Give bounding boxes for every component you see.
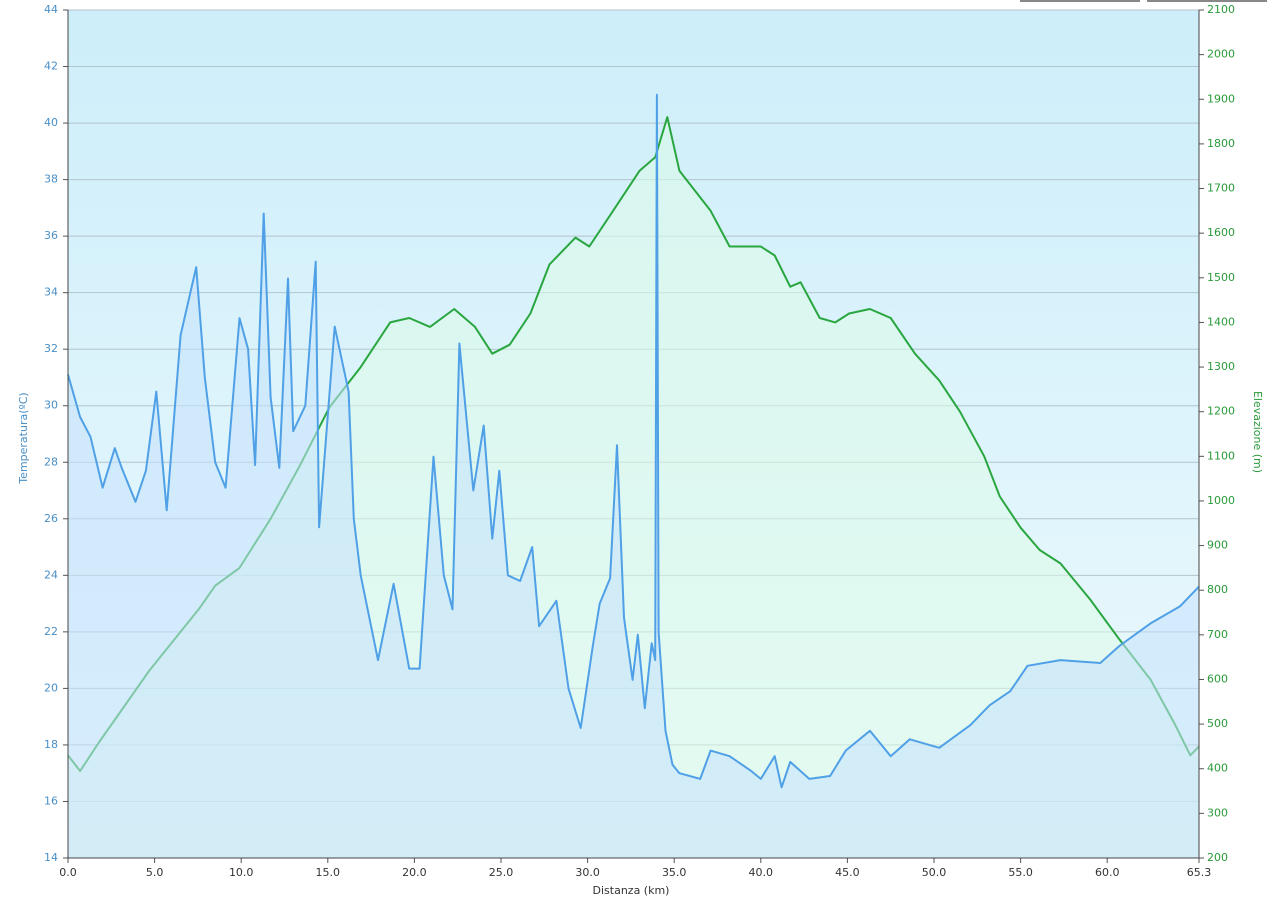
x-tick-label: 15.0 — [316, 866, 341, 879]
y-tick-label: 16 — [44, 794, 58, 807]
y-tick-label: 34 — [44, 286, 58, 299]
x-tick-label: 60.0 — [1095, 866, 1120, 879]
x-tick-label: 30.0 — [575, 866, 600, 879]
y2-tick-label: 800 — [1207, 583, 1228, 596]
x-tick-label: 45.0 — [835, 866, 860, 879]
y2-tick-label: 1800 — [1207, 137, 1235, 150]
axes: 14 16 18 20 22 24 26 28 30 32 34 36 38 40 42 44 200 300 40… — [44, 3, 1235, 879]
y2-tick-label: 1300 — [1207, 360, 1235, 373]
x-tick-label: 55.0 — [1008, 866, 1033, 879]
x-tick-label: 40.0 — [749, 866, 774, 879]
area — [68, 94, 1199, 859]
y-tick-label: 42 — [44, 60, 58, 73]
y2-tick-label: 200 — [1207, 851, 1228, 864]
y-tick-label: 18 — [44, 738, 58, 751]
y-tick-label: 30 — [44, 399, 58, 412]
y2-axis-label: Elevazione (m) — [1251, 391, 1264, 473]
y-tick-label: 32 — [44, 342, 58, 355]
x-tick-label: 0.0 — [59, 866, 77, 879]
y2-tick-label: 900 — [1207, 539, 1228, 552]
series-layer — [67, 93, 1200, 859]
x-tick-label: 35.0 — [662, 866, 687, 879]
x-tick-label: 5.0 — [146, 866, 164, 879]
y2-tick-label: 500 — [1207, 717, 1228, 730]
x-tick-label: 20.0 — [402, 866, 427, 879]
y2-tick-label: 1500 — [1207, 271, 1235, 284]
y-tick-label: 44 — [44, 3, 58, 16]
y-tick-label: 40 — [44, 116, 58, 129]
y2-tick-label: 1000 — [1207, 494, 1235, 507]
y-tick-label: 26 — [44, 512, 58, 525]
y2-tick-label: 600 — [1207, 672, 1228, 685]
y-tick-label: 22 — [44, 625, 58, 638]
y-tick-label: 20 — [44, 681, 58, 694]
line — [67, 93, 1200, 789]
y2-tick-label: 1900 — [1207, 92, 1235, 105]
y-tick-label: 14 — [44, 851, 58, 864]
y2-tick-label: 700 — [1207, 628, 1228, 641]
y2-tick-label: 2000 — [1207, 48, 1235, 61]
y2-tick-label: 2100 — [1207, 3, 1235, 16]
y2-tick-label: 1400 — [1207, 315, 1235, 328]
y-tick-label: 38 — [44, 173, 58, 186]
y2-tick-label: 1700 — [1207, 182, 1235, 195]
y-axis-label: Temperatura(ºC) — [17, 392, 30, 484]
y2-tick-label: 1200 — [1207, 405, 1235, 418]
y-tick-label: 28 — [44, 455, 58, 468]
y-tick-label: 36 — [44, 229, 58, 242]
x-tick-label: 50.0 — [922, 866, 947, 879]
x-tick-label: 25.0 — [489, 866, 514, 879]
y-tick-label: 24 — [44, 568, 58, 581]
x-tick-label: 65.3 — [1187, 866, 1212, 879]
y2-tick-label: 1100 — [1207, 449, 1235, 462]
y2-tick-label: 300 — [1207, 806, 1228, 819]
y2-tick-label: 1600 — [1207, 226, 1235, 239]
x-tick-label: 10.0 — [229, 866, 254, 879]
y2-tick-label: 400 — [1207, 762, 1228, 775]
x-axis-label: Distanza (km) — [593, 884, 670, 897]
